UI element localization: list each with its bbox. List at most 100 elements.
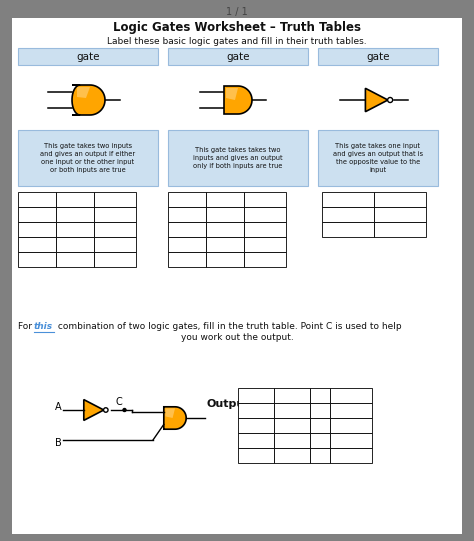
FancyBboxPatch shape: [318, 48, 438, 65]
Text: 0: 0: [72, 240, 78, 249]
FancyBboxPatch shape: [274, 448, 310, 463]
FancyBboxPatch shape: [310, 388, 330, 403]
FancyBboxPatch shape: [206, 252, 244, 267]
Text: gate: gate: [226, 51, 250, 62]
Text: Input B: Input B: [63, 196, 88, 202]
Text: For: For: [18, 322, 35, 331]
Text: 0: 0: [345, 209, 351, 220]
FancyBboxPatch shape: [274, 388, 310, 403]
FancyBboxPatch shape: [206, 207, 244, 222]
FancyBboxPatch shape: [56, 252, 94, 267]
FancyBboxPatch shape: [244, 252, 286, 267]
FancyBboxPatch shape: [94, 252, 136, 267]
Text: A: A: [55, 402, 62, 412]
Text: 0: 0: [253, 406, 259, 415]
Text: Input B: Input B: [280, 393, 305, 399]
Text: 1: 1: [345, 225, 351, 234]
FancyBboxPatch shape: [310, 418, 330, 433]
Text: 1: 1: [34, 240, 40, 249]
FancyBboxPatch shape: [244, 222, 286, 237]
FancyBboxPatch shape: [244, 207, 286, 222]
FancyBboxPatch shape: [168, 252, 206, 267]
Text: Output: Output: [103, 196, 127, 202]
FancyBboxPatch shape: [12, 18, 462, 534]
FancyBboxPatch shape: [310, 403, 330, 418]
Text: Input A: Input A: [174, 196, 200, 202]
FancyBboxPatch shape: [168, 48, 308, 65]
FancyBboxPatch shape: [330, 403, 372, 418]
Text: 0: 0: [184, 209, 190, 220]
FancyBboxPatch shape: [18, 207, 56, 222]
FancyBboxPatch shape: [374, 207, 426, 222]
Polygon shape: [224, 86, 252, 114]
FancyBboxPatch shape: [18, 252, 56, 267]
FancyBboxPatch shape: [168, 222, 206, 237]
Polygon shape: [77, 87, 90, 98]
Text: Input B: Input B: [212, 196, 237, 202]
Text: 1: 1: [253, 451, 259, 460]
FancyBboxPatch shape: [274, 433, 310, 448]
Text: 0: 0: [222, 209, 228, 220]
FancyBboxPatch shape: [244, 192, 286, 207]
FancyBboxPatch shape: [206, 237, 244, 252]
Text: 0: 0: [289, 436, 295, 445]
Text: 1 / 1: 1 / 1: [226, 7, 248, 17]
Circle shape: [103, 408, 108, 412]
FancyBboxPatch shape: [322, 192, 374, 207]
Text: 1: 1: [289, 420, 295, 431]
Text: 0: 0: [289, 406, 295, 415]
FancyBboxPatch shape: [56, 207, 94, 222]
FancyBboxPatch shape: [238, 388, 274, 403]
Text: 0: 0: [184, 225, 190, 234]
Text: 0: 0: [72, 209, 78, 220]
Text: Output: Output: [388, 196, 412, 202]
FancyBboxPatch shape: [94, 207, 136, 222]
FancyBboxPatch shape: [310, 448, 330, 463]
Polygon shape: [365, 88, 388, 111]
Circle shape: [122, 408, 127, 412]
Polygon shape: [164, 407, 186, 429]
Text: 0: 0: [253, 420, 259, 431]
FancyBboxPatch shape: [238, 448, 274, 463]
Text: 1: 1: [253, 436, 259, 445]
Text: Output: Output: [339, 393, 363, 399]
FancyBboxPatch shape: [56, 192, 94, 207]
Text: Label these basic logic gates and fill in their truth tables.: Label these basic logic gates and fill i…: [107, 36, 367, 45]
Text: 1: 1: [34, 254, 40, 265]
Text: Input A: Input A: [244, 393, 269, 399]
Text: 1: 1: [289, 451, 295, 460]
Circle shape: [388, 97, 392, 103]
Text: Input: Input: [339, 196, 357, 202]
Text: C: C: [115, 397, 122, 407]
Text: gate: gate: [76, 51, 100, 62]
FancyBboxPatch shape: [18, 237, 56, 252]
Text: Output: Output: [207, 399, 250, 409]
FancyBboxPatch shape: [322, 222, 374, 237]
FancyBboxPatch shape: [330, 433, 372, 448]
FancyBboxPatch shape: [168, 207, 206, 222]
Text: This gate takes one input
and gives an output that is
the opposite value to the
: This gate takes one input and gives an o…: [333, 143, 423, 173]
Text: B: B: [55, 438, 62, 448]
Text: This gate takes two inputs
and gives an output if either
one input or the other : This gate takes two inputs and gives an …: [40, 143, 136, 173]
Text: 0: 0: [34, 209, 40, 220]
FancyBboxPatch shape: [238, 418, 274, 433]
Polygon shape: [165, 408, 175, 418]
FancyBboxPatch shape: [274, 418, 310, 433]
FancyBboxPatch shape: [374, 222, 426, 237]
FancyBboxPatch shape: [168, 192, 206, 207]
FancyBboxPatch shape: [244, 237, 286, 252]
FancyBboxPatch shape: [168, 130, 308, 186]
FancyBboxPatch shape: [18, 48, 158, 65]
Text: 1: 1: [72, 254, 78, 265]
FancyBboxPatch shape: [94, 192, 136, 207]
FancyBboxPatch shape: [374, 192, 426, 207]
FancyBboxPatch shape: [18, 130, 158, 186]
FancyBboxPatch shape: [18, 222, 56, 237]
FancyBboxPatch shape: [56, 237, 94, 252]
FancyBboxPatch shape: [330, 388, 372, 403]
Text: Logic Gates Worksheet – Truth Tables: Logic Gates Worksheet – Truth Tables: [113, 22, 361, 35]
FancyBboxPatch shape: [318, 130, 438, 186]
Text: combination of two logic gates, fill in the truth table. Point C is used to help: combination of two logic gates, fill in …: [55, 322, 401, 331]
Text: Input A: Input A: [25, 196, 50, 202]
Polygon shape: [226, 88, 238, 100]
